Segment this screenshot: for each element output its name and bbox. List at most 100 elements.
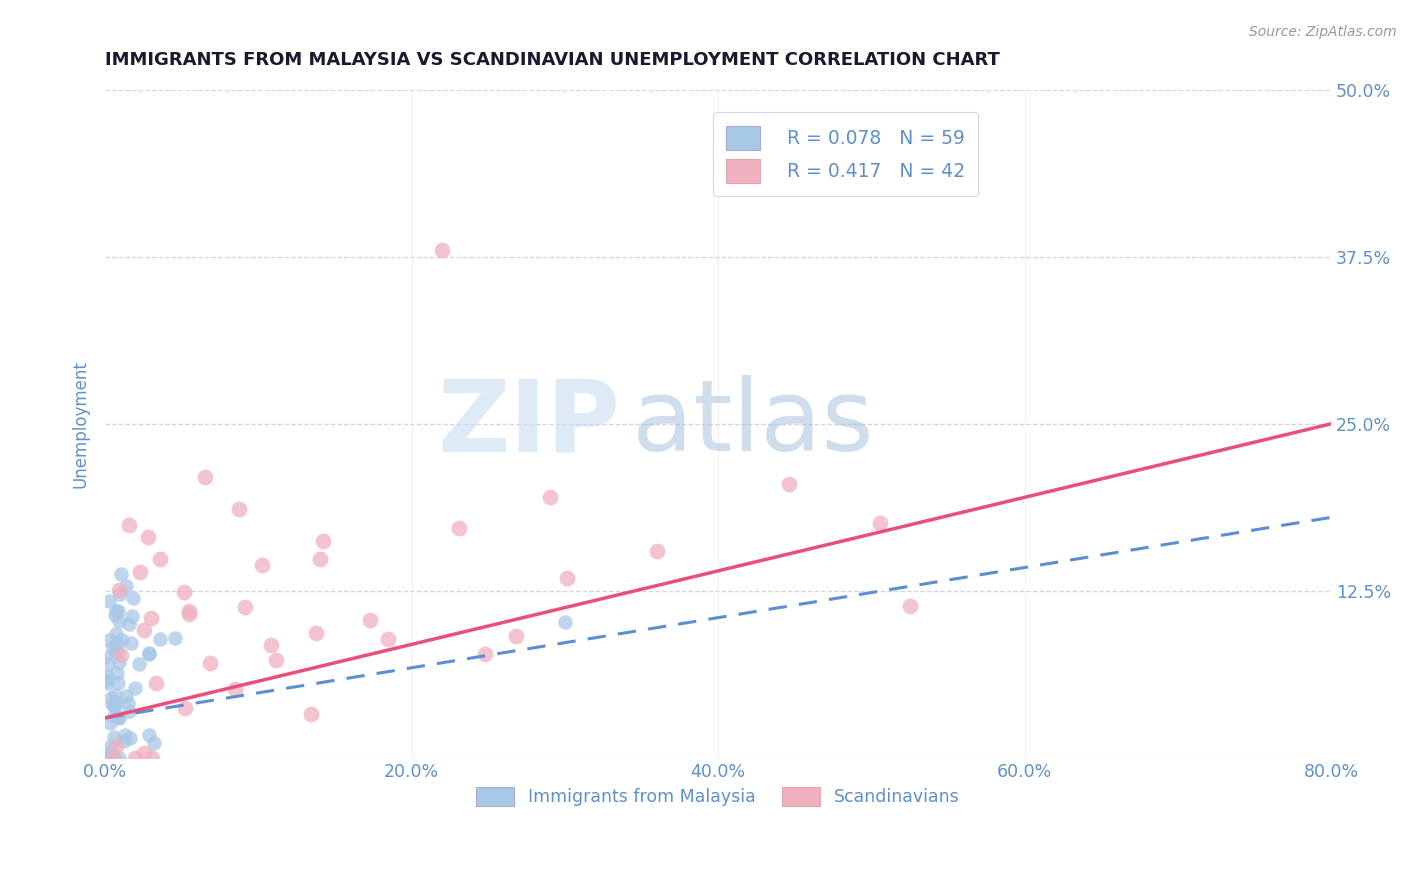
- Point: [141, 610, 163, 624]
- Point: [117, 696, 139, 710]
- Point: [105, 636, 128, 650]
- Point: [305, 626, 328, 640]
- Point: [198, 656, 221, 670]
- Point: [108, 751, 131, 765]
- Point: [105, 645, 128, 659]
- Point: [122, 591, 145, 605]
- Point: [301, 706, 323, 721]
- Point: [103, 709, 125, 723]
- Point: [165, 631, 187, 645]
- Point: [100, 744, 122, 758]
- Point: [778, 476, 800, 491]
- Point: [228, 501, 250, 516]
- Point: [108, 711, 131, 725]
- Legend: Immigrants from Malaysia, Scandinavians: Immigrants from Malaysia, Scandinavians: [470, 780, 967, 813]
- Point: [103, 731, 125, 745]
- Point: [194, 470, 217, 484]
- Point: [264, 653, 287, 667]
- Point: [114, 728, 136, 742]
- Text: Source: ZipAtlas.com: Source: ZipAtlas.com: [1249, 25, 1396, 39]
- Point: [138, 646, 160, 660]
- Text: atlas: atlas: [633, 376, 875, 473]
- Point: [115, 579, 138, 593]
- Point: [138, 728, 160, 742]
- Point: [173, 585, 195, 599]
- Point: [101, 698, 124, 712]
- Point: [103, 751, 125, 765]
- Point: [103, 640, 125, 654]
- Point: [100, 739, 122, 754]
- Point: [432, 243, 454, 257]
- Point: [645, 544, 668, 558]
- Point: [134, 746, 156, 760]
- Point: [107, 675, 129, 690]
- Point: [104, 689, 127, 703]
- Text: ZIP: ZIP: [437, 376, 620, 473]
- Point: [118, 517, 141, 532]
- Point: [149, 632, 172, 646]
- Y-axis label: Unemployment: Unemployment: [72, 359, 89, 488]
- Point: [98, 593, 121, 607]
- Point: [112, 734, 135, 748]
- Point: [105, 627, 128, 641]
- Point: [124, 751, 146, 765]
- Point: [110, 566, 132, 581]
- Point: [145, 676, 167, 690]
- Point: [505, 629, 527, 643]
- Point: [359, 613, 381, 627]
- Point: [104, 644, 127, 658]
- Point: [105, 697, 128, 711]
- Point: [260, 638, 283, 652]
- Point: [557, 572, 579, 586]
- Point: [108, 655, 131, 669]
- Point: [554, 615, 576, 629]
- Point: [104, 608, 127, 623]
- Point: [98, 716, 121, 731]
- Point: [97, 633, 120, 648]
- Point: [120, 636, 142, 650]
- Point: [124, 681, 146, 696]
- Point: [252, 558, 274, 573]
- Point: [96, 668, 118, 682]
- Point: [105, 739, 128, 753]
- Point: [224, 681, 246, 696]
- Point: [98, 751, 121, 765]
- Point: [128, 565, 150, 579]
- Point: [177, 604, 200, 618]
- Point: [128, 657, 150, 671]
- Point: [101, 751, 124, 765]
- Text: IMMIGRANTS FROM MALAYSIA VS SCANDINAVIAN UNEMPLOYMENT CORRELATION CHART: IMMIGRANTS FROM MALAYSIA VS SCANDINAVIAN…: [105, 51, 1000, 69]
- Point: [474, 648, 496, 662]
- Point: [107, 710, 129, 724]
- Point: [97, 657, 120, 671]
- Point: [120, 731, 142, 746]
- Point: [309, 551, 332, 566]
- Point: [117, 704, 139, 718]
- Point: [104, 604, 127, 618]
- Point: [121, 608, 143, 623]
- Point: [869, 516, 891, 531]
- Point: [377, 632, 399, 647]
- Point: [96, 676, 118, 690]
- Point: [173, 701, 195, 715]
- Point: [143, 736, 166, 750]
- Point: [141, 751, 163, 765]
- Point: [105, 666, 128, 681]
- Point: [100, 691, 122, 706]
- Point: [108, 587, 131, 601]
- Point: [134, 624, 156, 638]
- Point: [312, 533, 335, 548]
- Point: [136, 530, 159, 544]
- Point: [233, 599, 256, 614]
- Point: [114, 689, 136, 703]
- Point: [111, 632, 134, 647]
- Point: [94, 650, 117, 665]
- Point: [118, 617, 141, 632]
- Point: [110, 648, 132, 662]
- Point: [177, 607, 200, 622]
- Point: [538, 491, 561, 505]
- Point: [94, 751, 117, 765]
- Point: [149, 552, 172, 566]
- Point: [96, 673, 118, 687]
- Point: [447, 521, 470, 535]
